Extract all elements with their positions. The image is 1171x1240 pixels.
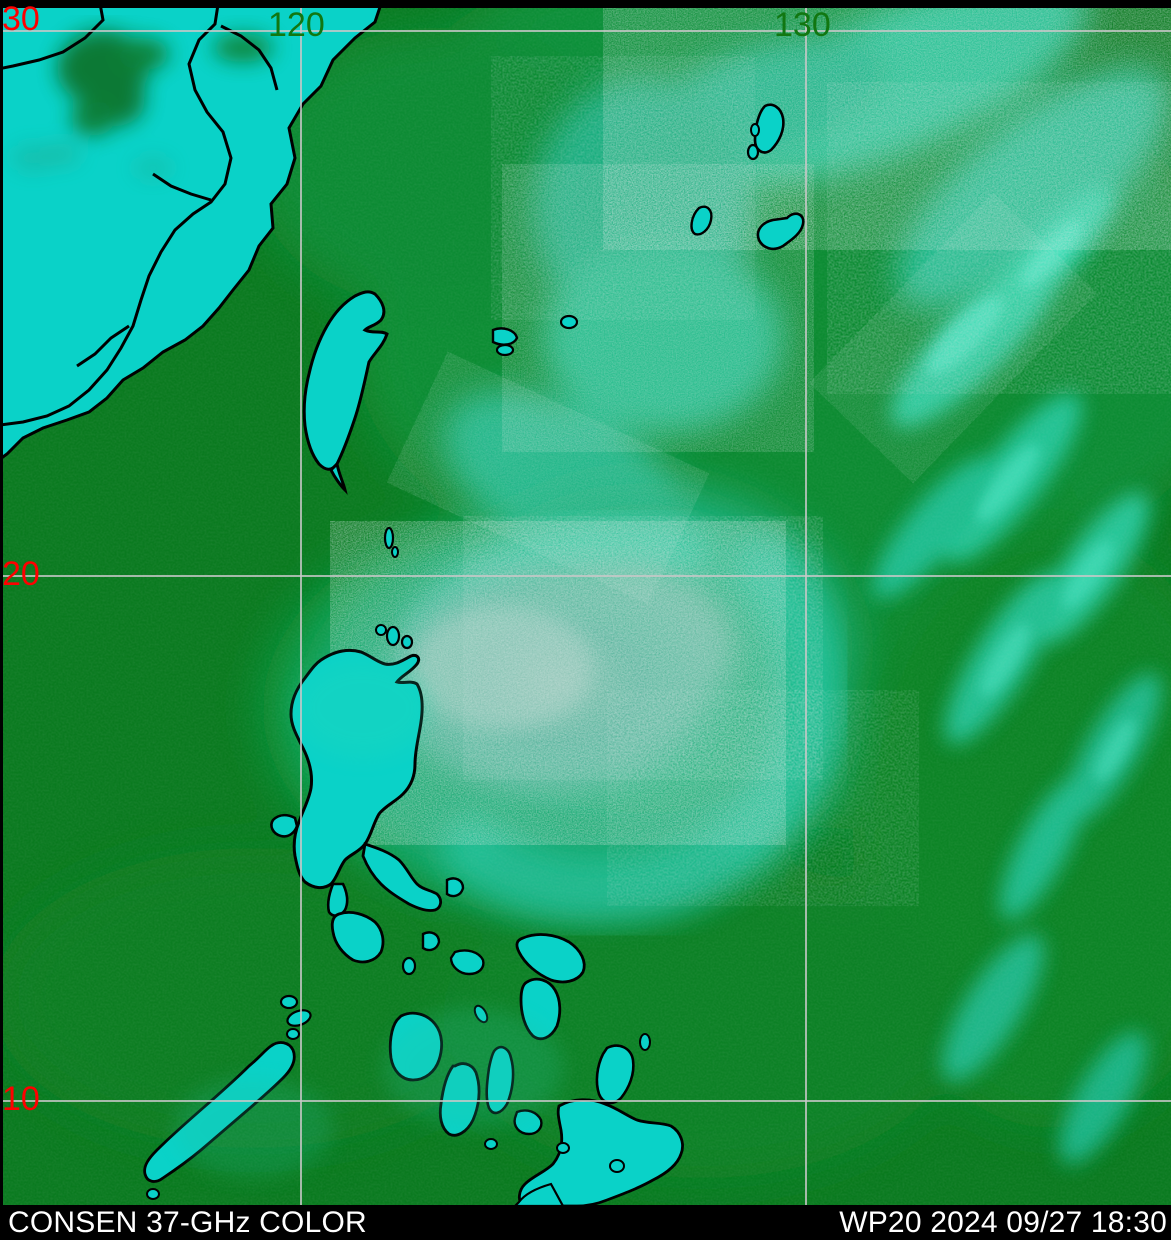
landmass-layer — [3, 8, 805, 1205]
penghu-islands — [383, 526, 395, 550]
mindanao-islet — [609, 1159, 625, 1173]
province-borders — [3, 8, 279, 427]
siquijor-islet — [484, 1138, 498, 1150]
product-label: CONSEN 37-GHz COLOR — [8, 1205, 367, 1239]
catanduanes — [445, 877, 465, 898]
taiwan-southern-tip — [329, 460, 348, 495]
mindanao-east-coast — [595, 1044, 635, 1105]
ryukyu-islet — [746, 143, 760, 161]
babuyan-islet-4 — [375, 624, 387, 636]
ryukyu-okinawa-south — [690, 205, 713, 236]
luzon-bicol — [361, 842, 442, 912]
gridline-lon-120 — [300, 8, 302, 1205]
babuyan-islet-3 — [400, 634, 414, 650]
calamian-islet-2 — [279, 994, 299, 1010]
satellite-image-canvas[interactable] — [3, 8, 1171, 1205]
batanes-island — [491, 327, 519, 346]
marinduque — [421, 931, 441, 952]
mindanao-north — [514, 1182, 564, 1205]
daito-islet — [750, 123, 760, 137]
babuyan-islet-2 — [385, 625, 401, 647]
babuyan-island — [559, 314, 579, 330]
dinagat-islet — [639, 1033, 651, 1051]
gridline-lat-30 — [3, 30, 1171, 32]
luzon-west-coast — [270, 813, 299, 838]
samar — [515, 933, 586, 984]
luzon-bataan — [326, 882, 349, 917]
masbate — [449, 949, 485, 976]
cuyo-islet — [286, 1028, 300, 1040]
storm-timestamp-label: WP20 2024 09/27 18:30 — [839, 1205, 1167, 1239]
batanes-islet — [495, 343, 515, 357]
mindanao — [518, 1098, 684, 1205]
gridline-lon-130 — [805, 8, 807, 1205]
status-bar: CONSEN 37-GHz COLOR WP20 2024 09/27 18:3… — [0, 1205, 1171, 1240]
gridline-lat-10 — [3, 1100, 1171, 1102]
mindoro — [330, 911, 385, 964]
gridline-lat-20 — [3, 575, 1171, 577]
ryukyu-okinawa — [756, 212, 805, 251]
satellite-imagery-svg — [3, 8, 1171, 1205]
camiguin-islet — [556, 1142, 570, 1154]
balabac-islet — [146, 1188, 160, 1200]
romblon-islet — [401, 956, 417, 976]
strait-islet — [391, 546, 399, 558]
